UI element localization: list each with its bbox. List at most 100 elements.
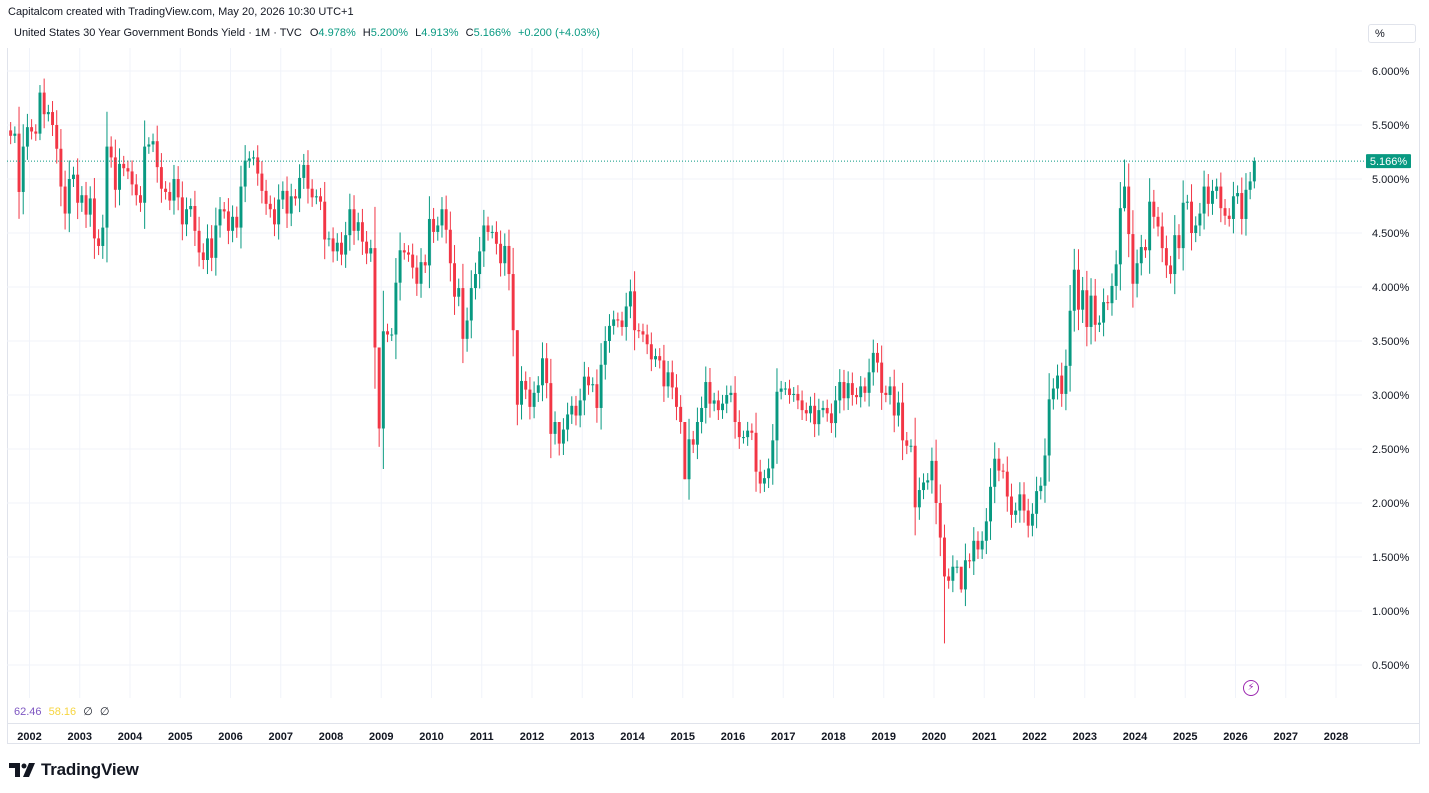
candle-body (993, 458, 997, 487)
candle-body (1001, 470, 1005, 472)
candle-body (796, 393, 800, 401)
candle-body (1139, 247, 1143, 264)
candle-body (733, 392, 737, 422)
candle-body (637, 330, 641, 332)
candle-body (641, 331, 645, 335)
y-tick-label: 2.000% (1372, 498, 1410, 510)
candle-body (419, 262, 423, 284)
candle-body (1240, 193, 1244, 219)
candle-body (432, 218, 436, 232)
candle-body (126, 168, 130, 172)
candle-body (1227, 215, 1231, 219)
candle-body (55, 125, 59, 149)
symbol-title[interactable]: United States 30 Year Government Bonds Y… (14, 27, 302, 39)
candle-body (239, 186, 243, 228)
candle-body (415, 267, 419, 284)
lightning-icon[interactable]: ⚡ (1243, 680, 1259, 696)
x-tick-label: 2017 (771, 731, 795, 743)
candle-body (767, 468, 771, 479)
percent-scale-button[interactable]: % (1368, 24, 1416, 43)
candle-body (1118, 208, 1122, 265)
candle-body (926, 480, 930, 483)
candle-body (980, 540, 984, 550)
symbol-legend: United States 30 Year Government Bonds Y… (14, 27, 600, 39)
candle-body (139, 195, 142, 203)
candle-body (553, 422, 557, 434)
candle-body (344, 235, 348, 255)
candle-body (842, 382, 846, 399)
x-tick-label: 2022 (1022, 731, 1046, 743)
candle-body (867, 372, 871, 393)
candle-body (1102, 302, 1106, 323)
candle-body (633, 291, 637, 331)
y-tick-label: 0.500% (1372, 660, 1410, 672)
candle-body (1231, 196, 1235, 219)
candle-body (147, 144, 151, 147)
candle-body (302, 164, 306, 178)
candle-body (143, 146, 147, 203)
candle-body (335, 242, 339, 252)
candle-body (331, 238, 335, 252)
candle-body (716, 400, 720, 411)
candle-body (855, 395, 858, 398)
candle-body (884, 392, 888, 395)
candle-body (448, 229, 452, 264)
candle-body (1047, 399, 1051, 456)
candle-body (817, 410, 821, 425)
candle-body (46, 112, 50, 115)
candle-body (176, 179, 180, 198)
candle-body (863, 386, 867, 393)
candle-body (247, 158, 251, 161)
x-tick-label: 2027 (1274, 731, 1298, 743)
x-tick-label: 2024 (1123, 731, 1148, 743)
candle-body (809, 405, 812, 414)
candle-body (599, 364, 603, 408)
x-tick-label: 2023 (1073, 731, 1097, 743)
candle-body (1089, 295, 1093, 327)
candle-body (273, 209, 276, 225)
candle-body (909, 445, 913, 447)
candle-body (1051, 388, 1055, 400)
candle-body (444, 209, 448, 230)
candle-body (256, 157, 260, 174)
candle-body (800, 400, 804, 411)
candle-body (38, 92, 42, 134)
tradingview-logo[interactable]: TradingView (9, 760, 139, 780)
candle-body (1005, 471, 1009, 497)
candle-body (252, 157, 255, 159)
candle-body (725, 395, 729, 404)
candle-body (390, 334, 394, 336)
x-tick-label: 2016 (721, 731, 745, 743)
candle-body (59, 148, 63, 187)
candle-body (1018, 494, 1022, 511)
candle-body (1026, 510, 1030, 526)
last-price-tag-text: 5.166% (1370, 156, 1408, 168)
candle-body (340, 242, 343, 255)
candle-body (113, 157, 117, 190)
candle-body (478, 251, 482, 275)
low-label: L (415, 27, 422, 39)
candle-body (482, 225, 486, 252)
candle-body (746, 430, 750, 438)
candle-body (972, 540, 976, 562)
candle-body (1014, 510, 1018, 515)
x-tick-label: 2012 (520, 731, 544, 743)
candle-body (1177, 235, 1181, 249)
candle-body (1194, 225, 1198, 233)
candle-body (440, 209, 444, 226)
change-value: +0.200 (+4.03%) (517, 27, 600, 39)
candle-body (566, 414, 570, 430)
candles (9, 78, 1256, 644)
candle-body (934, 460, 938, 503)
candle-body (687, 439, 691, 480)
candle-body (968, 560, 972, 562)
candle-body (51, 112, 54, 125)
candle-body (356, 222, 360, 231)
candle-body (1202, 186, 1206, 214)
candle-body (574, 405, 578, 416)
open-value: 4.978% (318, 27, 356, 39)
indicator-values: 62.46 58.16 ∅ ∅ (14, 705, 113, 718)
candle-body (1223, 208, 1227, 216)
candle-body (1248, 181, 1252, 190)
